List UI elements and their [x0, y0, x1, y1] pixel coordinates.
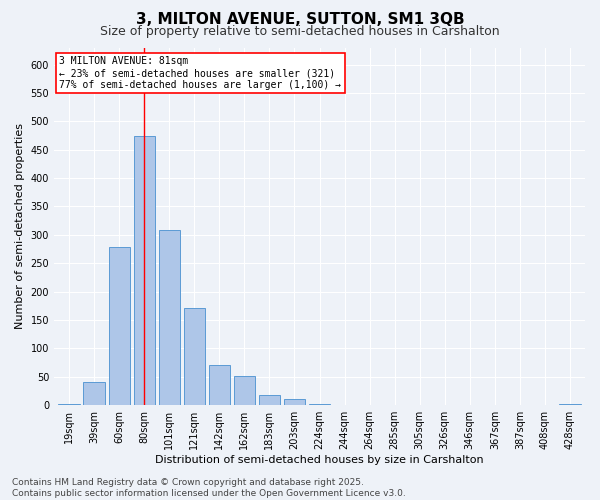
Bar [134, 136, 155, 405]
Bar [158, 230, 180, 405]
Bar [259, 395, 280, 405]
Bar [184, 308, 205, 405]
Bar [309, 404, 330, 405]
X-axis label: Distribution of semi-detached houses by size in Carshalton: Distribution of semi-detached houses by … [155, 455, 484, 465]
Text: 3 MILTON AVENUE: 81sqm
← 23% of semi-detached houses are smaller (321)
77% of se: 3 MILTON AVENUE: 81sqm ← 23% of semi-det… [59, 56, 341, 90]
Text: 3, MILTON AVENUE, SUTTON, SM1 3QB: 3, MILTON AVENUE, SUTTON, SM1 3QB [136, 12, 464, 28]
Text: Size of property relative to semi-detached houses in Carshalton: Size of property relative to semi-detach… [100, 25, 500, 38]
Bar [209, 366, 230, 405]
Y-axis label: Number of semi-detached properties: Number of semi-detached properties [15, 124, 25, 330]
Bar [234, 376, 255, 405]
Bar [284, 399, 305, 405]
Bar [58, 404, 80, 405]
Text: Contains HM Land Registry data © Crown copyright and database right 2025.
Contai: Contains HM Land Registry data © Crown c… [12, 478, 406, 498]
Bar [109, 248, 130, 405]
Bar [559, 404, 581, 405]
Bar [83, 382, 105, 405]
